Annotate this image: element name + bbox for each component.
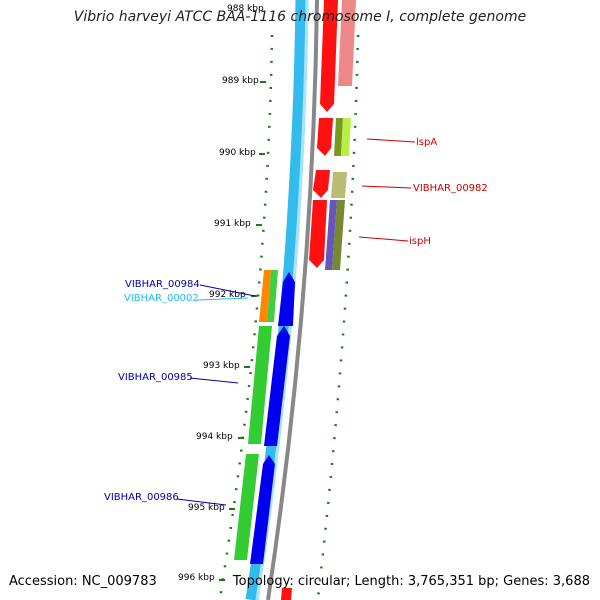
gene-label-vibhar00986[interactable]: VIBHAR_00986 [104,492,179,503]
gene-arrow-vibhar00986[interactable] [250,455,275,564]
gene-arrow-vibhar00986-green[interactable] [234,454,259,560]
accession-text: Accession: NC_009783 [9,574,157,589]
label-leaders [176,138,416,506]
gene-arrow-olive-2[interactable] [332,200,345,270]
topology-text: Topology: circular; Length: 3,765,351 bp… [232,574,590,589]
gc-content-dots-right [316,34,360,599]
gene-arrow-purple[interactable] [325,200,337,270]
gene-arrow-top-red[interactable] [320,0,338,112]
gene-arrow-olive-1[interactable] [334,118,343,156]
reverse-genes [281,0,356,600]
gene-arrow-top-pink[interactable] [338,0,356,86]
tick-label-994: 994 kbp [196,432,233,442]
gene-arrow-yellow-green[interactable] [341,118,351,156]
forward-genes [234,270,295,564]
gene-labels: lspA VIBHAR_00982 ispH VIBHAR_00984 VIBH… [104,137,488,503]
tick-marks [219,81,266,581]
gene-arrow-green-small[interactable] [267,270,278,322]
tick-labels: 988 kbp 989 kbp 990 kbp 991 kbp 992 kbp … [178,4,264,583]
gene-arrow-isph[interactable] [309,200,327,268]
map-title: Vibrio harveyi ATCC BAA-1116 chromosome … [73,9,527,25]
tick-label-995: 995 kbp [188,503,225,513]
gene-arrow-vibhar00985-green[interactable] [248,326,272,444]
gene-label-isph[interactable]: ispH [409,236,431,247]
gene-arrow-vibhar00984[interactable] [278,272,295,326]
gene-label-lspa[interactable]: lspA [416,137,437,148]
backbone-gray-ring [266,0,319,600]
tick-label-988: 988 kbp [227,4,264,14]
gene-arrow-lspa[interactable] [317,118,333,156]
tick-label-991: 991 kbp [214,219,251,229]
tick-label-992: 992 kbp [209,290,246,300]
gene-label-vibhar00984[interactable]: VIBHAR_00984 [125,279,200,290]
gene-arrow-vibhar00985[interactable] [264,326,290,446]
gc-content-dots-left [218,34,274,599]
gene-arrow-vibhar00982[interactable] [313,170,330,198]
gene-arrow-khaki[interactable] [331,172,347,198]
tick-label-993: 993 kbp [203,361,240,371]
tick-label-989: 989 kbp [222,76,259,86]
tick-label-996: 996 kbp [178,573,215,583]
gene-label-vibhar00982[interactable]: VIBHAR_00982 [413,183,488,194]
gene-arrow-bottom-red[interactable] [281,588,292,600]
tick-label-990: 990 kbp [219,148,256,158]
gene-label-vibhar00002[interactable]: VIBHAR_00002 [124,293,199,304]
gene-label-vibhar00985[interactable]: VIBHAR_00985 [118,372,193,383]
